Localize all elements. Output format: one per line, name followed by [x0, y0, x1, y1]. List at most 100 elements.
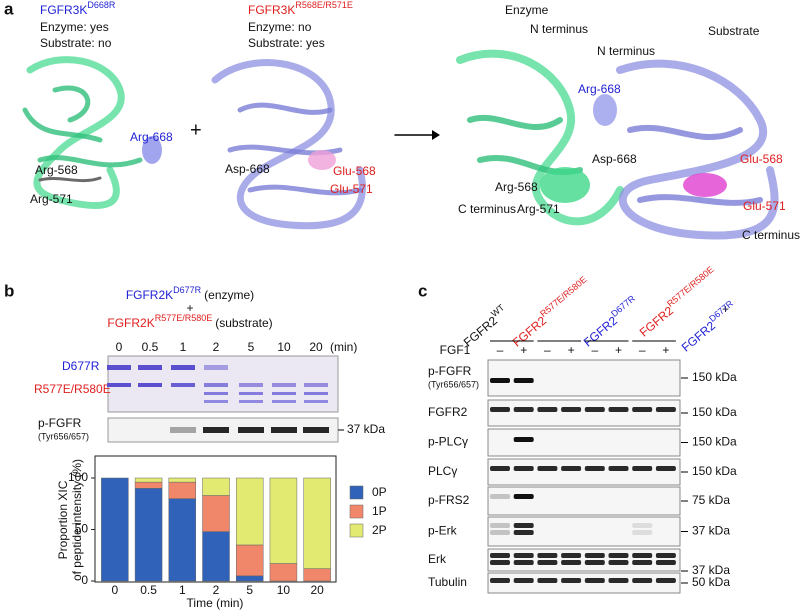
blot-band [513, 523, 534, 528]
row-label: Erk [428, 552, 447, 566]
chart-frame [94, 455, 337, 583]
complex-label: C terminus [458, 202, 516, 216]
blot-band [655, 553, 676, 558]
gel-band [204, 392, 228, 395]
panel-label: c [418, 281, 427, 300]
time-label: 1 [180, 340, 187, 354]
y-axis-label: of peptide intensity (%) [70, 459, 84, 581]
blot-band [513, 578, 534, 583]
gel-band [138, 383, 162, 387]
blot-band [655, 407, 676, 412]
blot-band [513, 466, 534, 471]
gel-band [272, 383, 296, 387]
complex-label: Glu-568 [740, 152, 783, 166]
name: FGFR3K [40, 3, 87, 17]
blot-band [513, 560, 534, 565]
gel-band [304, 392, 328, 395]
superscript: R577E/R580E [155, 313, 213, 323]
suffix: (substrate) [215, 316, 272, 330]
blot-band [490, 407, 510, 412]
blot-band [537, 466, 558, 471]
time-label: 2 [213, 340, 220, 354]
column-header: FGFR2D677R [677, 298, 740, 354]
sign: – [591, 343, 598, 357]
complex-label: Arg-568 [495, 180, 538, 194]
blot-band [561, 553, 582, 558]
sign: – [639, 343, 646, 357]
panel-label: a [4, 0, 14, 18]
marker-label: 150 kDa [692, 464, 737, 478]
blot-band [584, 407, 605, 412]
blot-band [513, 407, 534, 412]
construct-name: FGFR3KD668R [40, 0, 116, 17]
blot-band [513, 553, 534, 558]
construct-name: FGFR2KD677R (enzyme) [126, 285, 254, 302]
blot-band [655, 466, 676, 471]
residue: Asp-668 [225, 162, 270, 176]
blot-band [490, 378, 510, 383]
y-tick-label: 0 [81, 573, 88, 587]
blot-band [490, 553, 510, 558]
blot-band [584, 578, 605, 583]
property: Substrate: no [40, 36, 112, 50]
blot-band [561, 560, 582, 565]
blot-band [490, 578, 510, 583]
blot-band [655, 560, 676, 565]
plus: + [722, 302, 729, 316]
complex-label: N terminus [530, 22, 588, 36]
complex-label: N terminus [597, 44, 655, 58]
plus: + [186, 301, 193, 315]
bar-segment [134, 477, 163, 483]
bar-segment [202, 477, 230, 496]
residue: Arg-568 [35, 163, 78, 177]
blot-band [632, 553, 653, 558]
gel-label: R577E/R580E [34, 382, 111, 396]
residue: Arg-668 [130, 130, 173, 144]
sign: + [568, 343, 575, 357]
sign: + [662, 343, 669, 357]
gel-band [138, 365, 162, 370]
bar-segment [303, 477, 331, 569]
complex-label: Arg-668 [578, 82, 621, 96]
blot-band [632, 407, 653, 412]
blot-band [608, 466, 629, 471]
x-tick-label: 0 [112, 583, 119, 597]
blot-band [490, 466, 510, 471]
marker-label: 75 kDa [692, 493, 730, 507]
blot [487, 486, 681, 516]
blot-site: (Tyr656/657) [38, 431, 89, 441]
blot [487, 572, 681, 594]
sign: + [615, 343, 622, 357]
blot-band [632, 560, 653, 565]
name: FGFR3K [248, 3, 295, 17]
bar-segment [269, 477, 298, 564]
bar-segment [101, 477, 129, 582]
blot-band [561, 578, 582, 583]
blot-band [537, 553, 558, 558]
blot-band [584, 553, 605, 558]
gel-band [304, 383, 328, 387]
row-label: p-FGFR [428, 364, 472, 378]
blot-band [203, 427, 229, 433]
sign: – [497, 343, 504, 357]
blot-band [513, 437, 534, 442]
residue: Glu-571 [330, 182, 373, 196]
bar-segment [134, 481, 163, 489]
blot-band [632, 530, 653, 535]
gel-band [107, 365, 131, 370]
x-tick-label: 10 [277, 583, 291, 597]
name: FGFR2K [126, 288, 173, 302]
blot-band [170, 427, 196, 433]
legend-swatch [349, 485, 364, 500]
legend-label: 2P [372, 523, 387, 537]
blot-band [513, 378, 534, 383]
blot-band [537, 560, 558, 565]
blot-band [608, 560, 629, 565]
time-label: 20 [309, 340, 323, 354]
bar-segment [303, 568, 331, 582]
gel-band [171, 383, 195, 387]
marker-label: 50 kDa [692, 575, 730, 589]
gel-band [272, 392, 296, 395]
legend-label: 0P [372, 485, 387, 499]
